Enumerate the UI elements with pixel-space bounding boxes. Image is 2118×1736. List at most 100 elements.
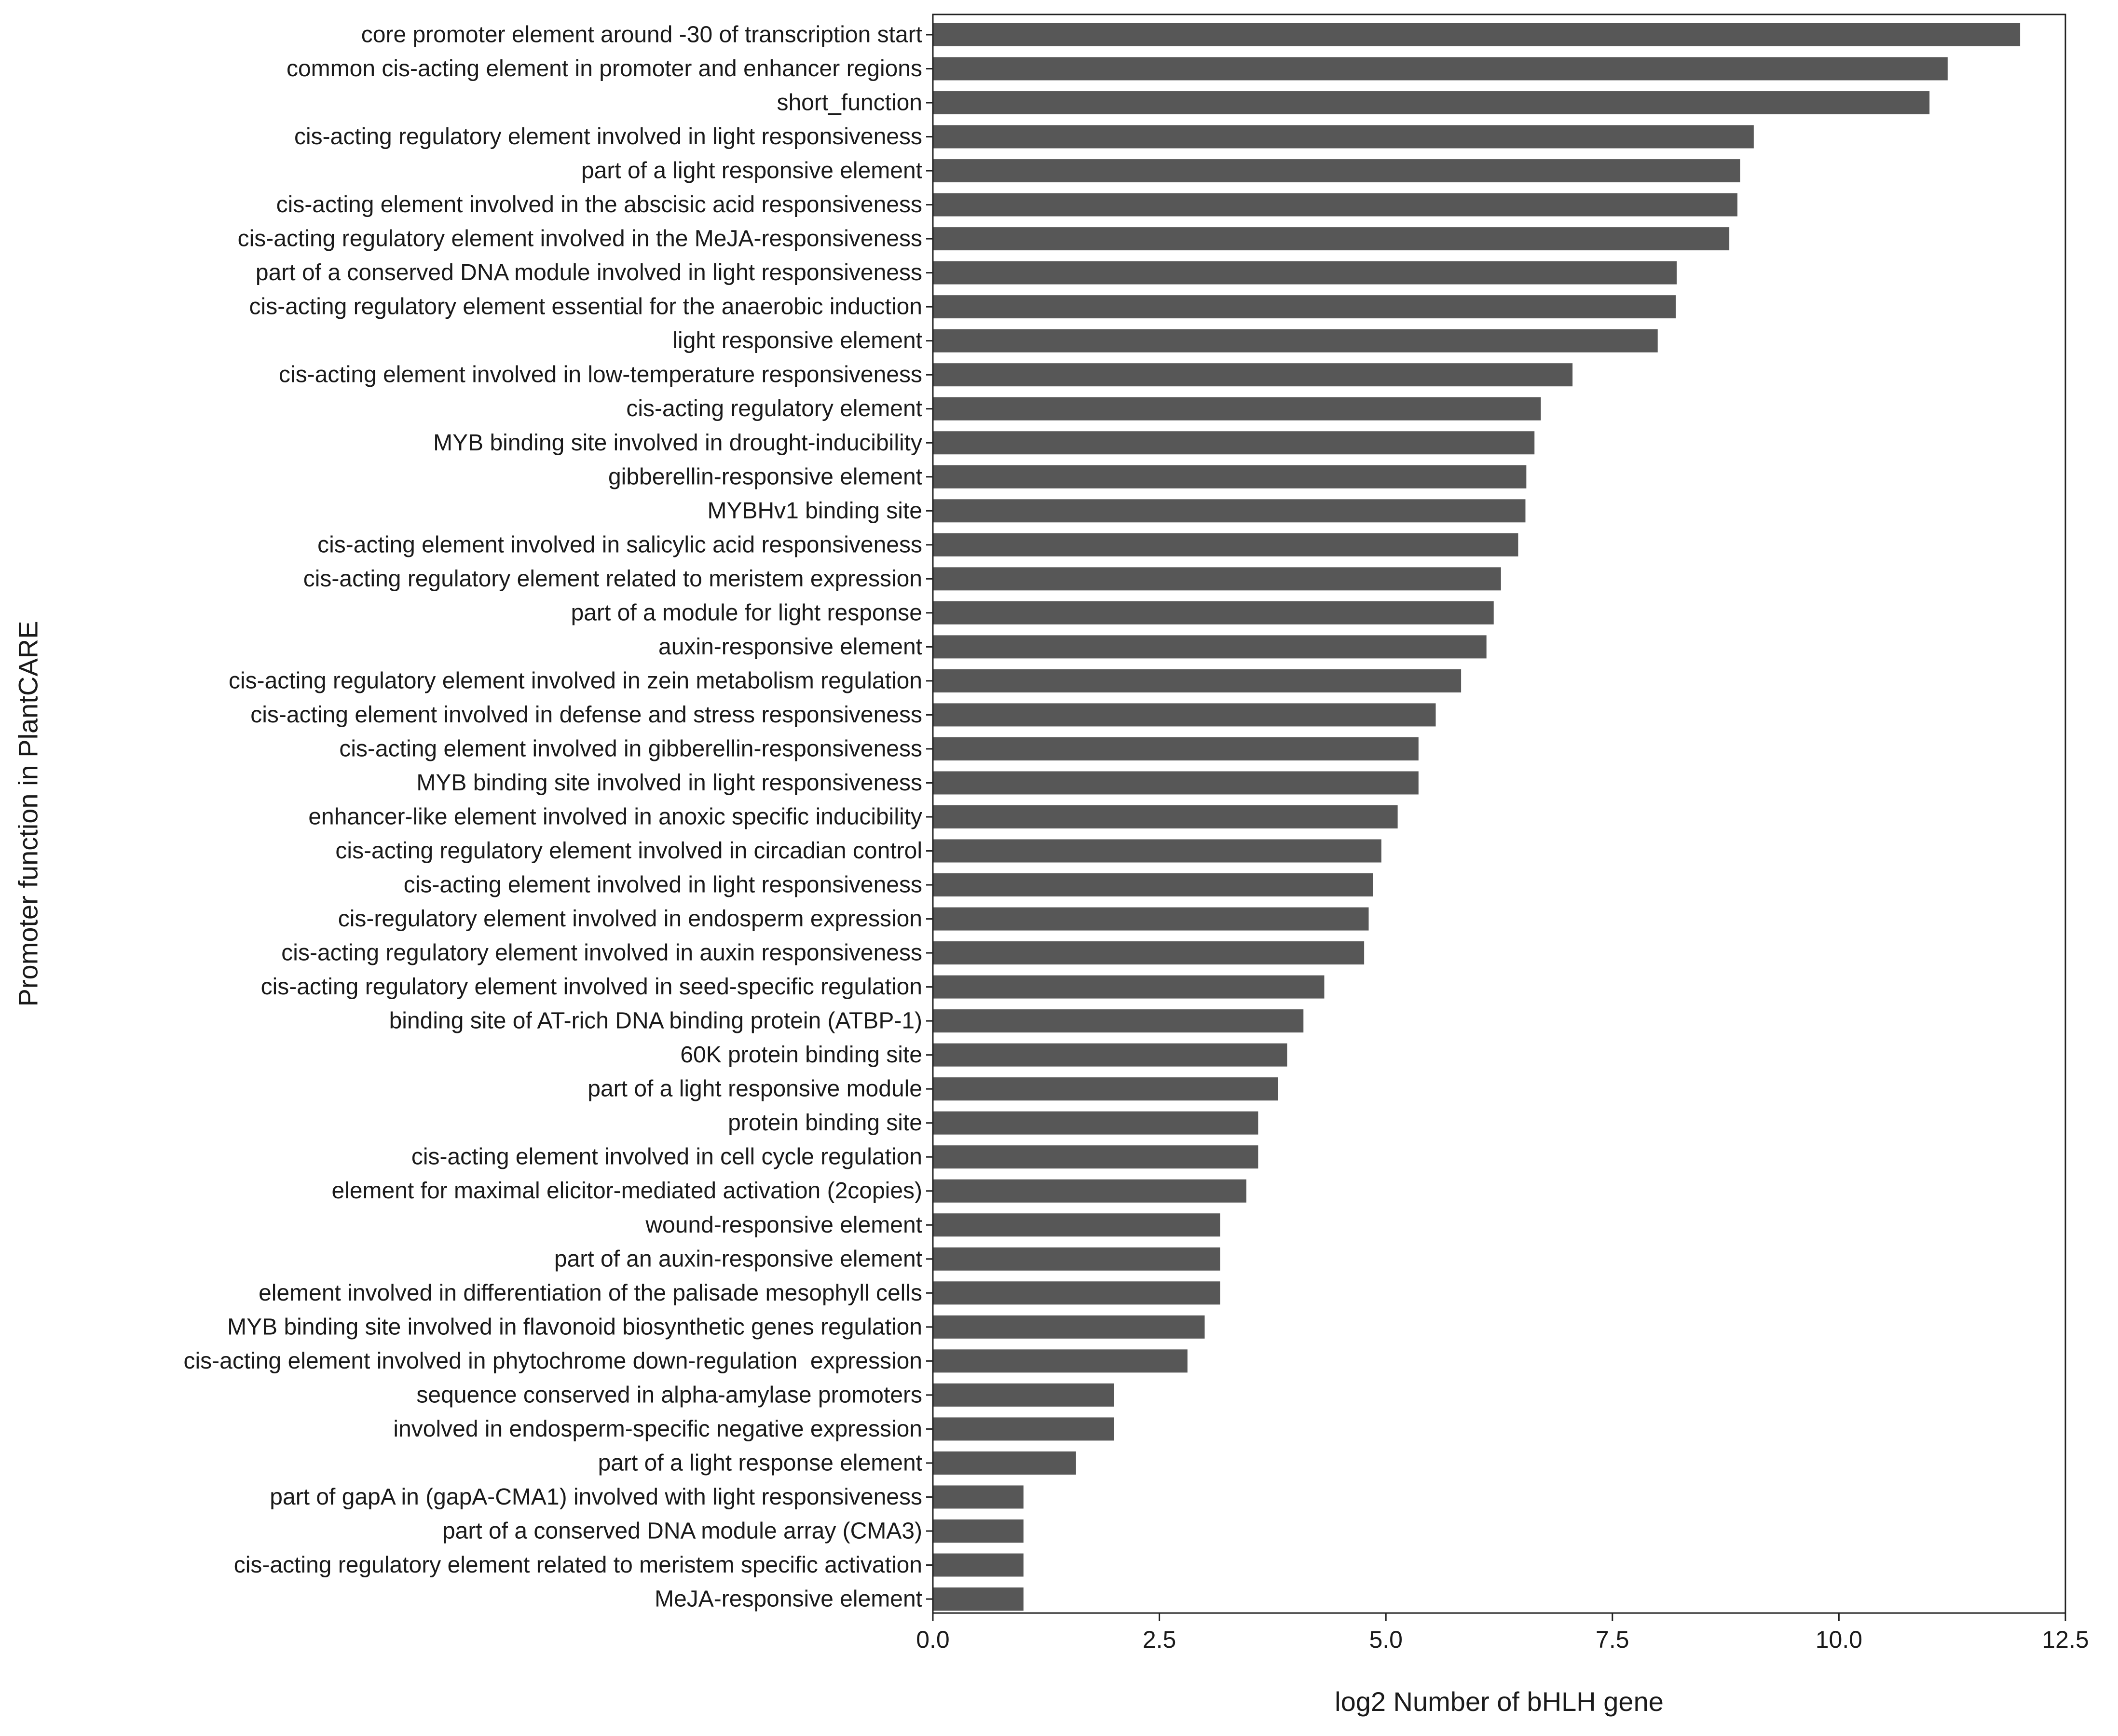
bar (933, 635, 1487, 659)
bar (933, 465, 1527, 488)
y-axis-title: Promoter function in PlantCARE (13, 621, 43, 1007)
bar (933, 193, 1738, 217)
bar (933, 499, 1526, 523)
bar (933, 363, 1573, 387)
category-label: MeJA-responsive element (655, 1587, 922, 1612)
x-axis-title: log2 Number of bHLH gene (1335, 1686, 1664, 1717)
category-label: cis-acting element involved in defense a… (250, 702, 922, 728)
category-label: part of a module for light response (571, 600, 922, 625)
bar (933, 1247, 1220, 1271)
category-label: part of an auxin-responsive element (554, 1246, 922, 1272)
bar (933, 1587, 1024, 1611)
category-label: MYBHv1 binding site (707, 498, 922, 524)
bar (933, 771, 1419, 795)
category-label: cis-regulatory element involved in endos… (338, 906, 922, 932)
plot-frame (932, 14, 2066, 1614)
category-label: 60K protein binding site (680, 1042, 922, 1068)
bar (933, 125, 1754, 149)
x-tick-label: 5.0 (1369, 1626, 1403, 1653)
bar (933, 159, 1740, 183)
category-label: sequence conserved in alpha-amylase prom… (416, 1382, 922, 1408)
bar (933, 1417, 1114, 1441)
bar (933, 1349, 1188, 1373)
category-label: cis-acting element involved in low-tempe… (279, 362, 922, 388)
bar (933, 1043, 1287, 1067)
category-label: MYB binding site involved in flavonoid b… (227, 1314, 922, 1340)
x-tick-label: 2.5 (1143, 1626, 1176, 1653)
category-label: light responsive element (672, 328, 922, 353)
category-label: cis-acting regulatory element (626, 396, 922, 421)
bar (933, 1213, 1220, 1237)
category-label: cis-acting regulatory element involved i… (281, 940, 922, 966)
category-label: wound-responsive element (645, 1212, 922, 1238)
bar (933, 1077, 1278, 1101)
category-label: involved in endosperm-specific negative … (393, 1416, 922, 1442)
bar (933, 805, 1398, 828)
category-label: gibberellin-responsive element (608, 464, 922, 489)
bar (933, 1009, 1304, 1033)
category-label: binding site of AT-rich DNA binding prot… (389, 1008, 922, 1034)
bar (933, 567, 1501, 591)
category-label: cis-acting element involved in the absci… (276, 192, 922, 217)
category-label: cis-acting regulatory element involved i… (229, 668, 922, 693)
category-label: part of a light responsive element (581, 158, 922, 184)
bar (933, 1451, 1076, 1475)
category-label: protein binding site (728, 1110, 922, 1136)
category-label: cis-acting element involved in light res… (404, 872, 922, 898)
bar (933, 737, 1419, 760)
bar (933, 669, 1462, 692)
bar (933, 533, 1518, 556)
category-label: cis-acting regulatory element involved i… (335, 838, 922, 864)
bar (933, 261, 1677, 285)
category-label: enhancer-like element involved in anoxic… (308, 804, 922, 830)
category-labels: core promoter element around -30 of tran… (184, 22, 922, 1612)
bar (933, 975, 1325, 999)
category-label: cis-acting regulatory element involved i… (294, 124, 922, 149)
bar (933, 1519, 1024, 1543)
category-label: MYB binding site involved in light respo… (416, 770, 922, 796)
bar (933, 397, 1541, 420)
category-label: cis-acting element involved in gibberell… (339, 736, 922, 761)
category-label: cis-acting regulatory element essential … (249, 294, 922, 320)
category-label: MYB binding site involved in drought-ind… (433, 430, 922, 456)
category-label: part of a conserved DNA module involved … (256, 260, 922, 285)
bars-layer (933, 23, 2021, 1611)
x-axis: 0.0 2.5 5.0 7.5 10.0 12.5 (916, 34, 2089, 1653)
category-label: cis-acting regulatory element involved i… (261, 974, 922, 1000)
category-label: part of a light responsive module (588, 1076, 922, 1102)
bar (933, 1485, 1024, 1509)
bar (933, 873, 1373, 897)
bar (933, 703, 1436, 727)
category-label: part of gapA in (gapA-CMA1) involved wit… (270, 1484, 922, 1510)
category-label: cis-acting element involved in salicylic… (317, 532, 922, 557)
bar (933, 1111, 1258, 1135)
bar (933, 839, 1381, 863)
category-label: part of a light response element (598, 1450, 922, 1476)
bar (933, 1383, 1114, 1407)
x-tick-label: 7.5 (1596, 1626, 1629, 1653)
bar (933, 1553, 1024, 1577)
category-label: element involved in differentiation of t… (259, 1280, 922, 1306)
bar (933, 227, 1730, 251)
bar (933, 91, 1930, 115)
bar (933, 907, 1369, 931)
category-label: core promoter element around -30 of tran… (361, 22, 922, 48)
category-label: cis-acting regulatory element related to… (303, 566, 922, 592)
bar (933, 1179, 1246, 1203)
bar (933, 295, 1676, 319)
category-label: short_function (777, 90, 922, 116)
category-label: element for maximal elicitor-mediated ac… (332, 1178, 923, 1204)
bar (933, 1281, 1220, 1305)
bar (933, 1145, 1258, 1169)
category-label: cis-acting regulatory element involved i… (238, 226, 922, 252)
category-label: cis-acting regulatory element related to… (234, 1552, 922, 1578)
category-label: auxin-responsive element (658, 634, 922, 660)
bar (933, 601, 1494, 624)
bar (933, 23, 2021, 46)
bar (933, 431, 1535, 455)
x-tick-label: 12.5 (2042, 1626, 2089, 1653)
x-tick-label: 0.0 (916, 1626, 950, 1653)
category-label: part of a conserved DNA module array (CM… (442, 1518, 922, 1544)
